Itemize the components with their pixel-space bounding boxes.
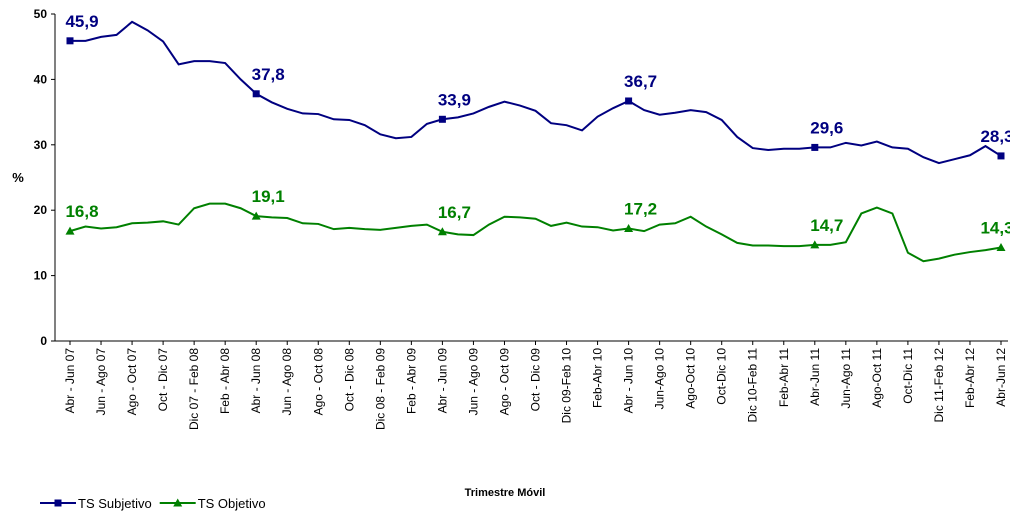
data-point bbox=[624, 224, 634, 233]
x-tick-label: Ago - Oct 07 bbox=[125, 348, 139, 416]
data-point bbox=[625, 97, 633, 105]
data-point bbox=[437, 227, 447, 236]
x-tick-label: Abr-Jun 12 bbox=[994, 348, 1008, 407]
data-point bbox=[65, 226, 75, 235]
x-tick-label: Abr-Jun 11 bbox=[808, 348, 822, 406]
data-label: 29,6 bbox=[810, 118, 843, 137]
x-tick-label: Oct - Dic 09 bbox=[529, 348, 543, 412]
series-line bbox=[70, 20, 1002, 165]
legend-marker bbox=[173, 498, 183, 507]
y-tick-label: 0 bbox=[40, 334, 47, 348]
data-point bbox=[66, 37, 74, 45]
data-label: 14,3 bbox=[980, 218, 1010, 237]
x-tick-label: Ago-Oct 10 bbox=[684, 348, 698, 409]
x-tick-label: Jun-Ago 10 bbox=[653, 348, 667, 410]
x-tick-label: Feb - Abr 09 bbox=[404, 348, 418, 414]
y-tick-label: 10 bbox=[34, 269, 48, 283]
x-tick-label: Dic 11-Feb 12 bbox=[932, 348, 946, 423]
x-tick-label: Ago - Oct 08 bbox=[311, 348, 325, 416]
data-label: 45,9 bbox=[65, 12, 98, 31]
data-point bbox=[811, 143, 819, 151]
x-tick-label: Dic 07 - Feb 08 bbox=[187, 348, 201, 430]
legend-marker bbox=[54, 499, 62, 507]
data-label: 14,7 bbox=[810, 216, 843, 235]
data-point bbox=[996, 242, 1006, 251]
data-label: 28,3 bbox=[980, 127, 1010, 146]
data-point bbox=[251, 211, 261, 220]
y-tick-label: 40 bbox=[34, 72, 48, 86]
data-label: 17,2 bbox=[624, 200, 657, 219]
data-point bbox=[997, 152, 1005, 160]
x-tick-label: Feb - Abr 08 bbox=[218, 348, 232, 414]
x-tick-label: Dic 09-Feb 10 bbox=[560, 348, 574, 424]
x-tick-label: Abr - Jun 07 bbox=[63, 348, 77, 414]
y-tick-label: 30 bbox=[34, 138, 48, 152]
x-tick-label: Jun - Ago 07 bbox=[94, 348, 108, 416]
data-label: 33,9 bbox=[438, 90, 471, 109]
data-point bbox=[252, 90, 260, 98]
x-tick-label: Oct - Dic 08 bbox=[342, 348, 356, 412]
y-axis-label: % bbox=[12, 170, 24, 185]
y-tick-label: 50 bbox=[34, 7, 48, 21]
x-tick-label: Jun-Ago 11 bbox=[839, 348, 853, 409]
x-tick-label: Jun - Ago 08 bbox=[280, 348, 294, 416]
data-point bbox=[810, 240, 820, 249]
data-point bbox=[438, 115, 446, 123]
series-line bbox=[69, 202, 1002, 263]
legend-label: TS Objetivo bbox=[198, 496, 266, 511]
x-tick-label: Oct-Dic 11 bbox=[901, 348, 915, 404]
data-label: 37,8 bbox=[252, 65, 285, 84]
x-tick-label: Ago - Oct 09 bbox=[497, 348, 511, 416]
data-label: 16,7 bbox=[438, 203, 471, 222]
x-tick-label: Feb-Abr 10 bbox=[591, 348, 605, 408]
data-label: 16,8 bbox=[65, 202, 98, 221]
x-tick-label: Jun - Ago 09 bbox=[466, 348, 480, 416]
x-tick-label: Abr - Jun 08 bbox=[249, 348, 263, 414]
data-label: 19,1 bbox=[252, 187, 285, 206]
x-tick-label: Ago-Oct 11 bbox=[870, 348, 884, 408]
y-tick-label: 20 bbox=[34, 203, 48, 217]
x-tick-label: Abr - Jun 09 bbox=[435, 348, 449, 414]
x-tick-label: Feb-Abr 11 bbox=[777, 348, 791, 407]
x-tick-label: Dic 08 - Feb 09 bbox=[373, 348, 387, 430]
x-tick-label: Oct - Dic 07 bbox=[156, 348, 170, 412]
data-label: 36,7 bbox=[624, 72, 657, 91]
legend-label: TS Subjetivo bbox=[78, 496, 152, 511]
x-axis-label: Trimestre Móvil bbox=[465, 487, 546, 499]
x-tick-label: Dic 10-Feb 11 bbox=[746, 348, 760, 423]
x-tick-label: Abr - Jun 10 bbox=[622, 348, 636, 414]
x-tick-label: Oct-Dic 10 bbox=[715, 348, 729, 405]
x-tick-label: Feb-Abr 12 bbox=[963, 348, 977, 408]
